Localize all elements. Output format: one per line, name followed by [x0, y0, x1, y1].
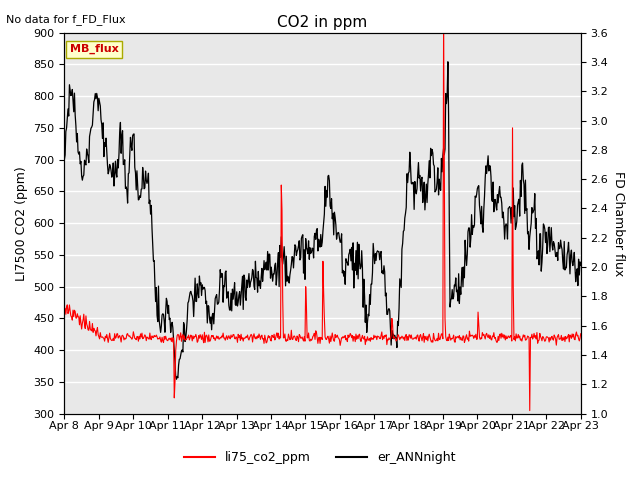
- Title: CO2 in ppm: CO2 in ppm: [278, 15, 368, 30]
- Y-axis label: FD Chamber flux: FD Chamber flux: [612, 170, 625, 276]
- Legend: li75_co2_ppm, er_ANNnight: li75_co2_ppm, er_ANNnight: [179, 446, 461, 469]
- Y-axis label: LI7500 CO2 (ppm): LI7500 CO2 (ppm): [15, 166, 28, 280]
- Text: MB_flux: MB_flux: [70, 44, 118, 54]
- Text: No data for f_FD_Flux: No data for f_FD_Flux: [6, 14, 126, 25]
